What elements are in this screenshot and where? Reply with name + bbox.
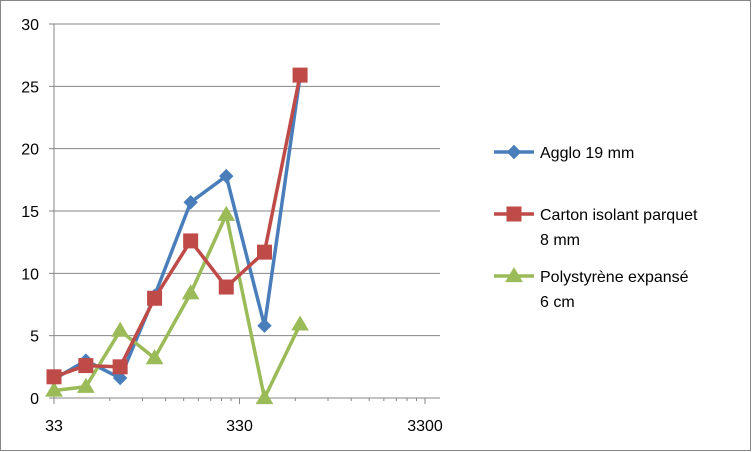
- legend-entry-3: Polystyrène expansé 6 cm: [494, 267, 689, 311]
- data-point-marker: [181, 284, 200, 300]
- y-tick-label: 5: [30, 329, 39, 346]
- data-point-marker: [183, 195, 198, 210]
- y-tick-label: 20: [21, 142, 39, 159]
- legend-entry-1: Agglo 19 mm: [494, 144, 634, 162]
- data-point-marker: [255, 389, 274, 405]
- y-tick-label: 25: [21, 79, 39, 96]
- series-group: [45, 67, 309, 405]
- x-tick-label: 330: [226, 418, 253, 435]
- data-point-marker: [112, 359, 128, 375]
- data-point-marker: [218, 279, 234, 295]
- legend-label: 6 cm: [540, 294, 575, 311]
- data-point-marker: [76, 377, 95, 393]
- legend-label: 8 mm: [540, 232, 580, 249]
- data-point-marker: [78, 358, 94, 374]
- data-point-marker: [183, 233, 199, 249]
- legend-label: Agglo 19 mm: [540, 145, 634, 162]
- data-point-marker: [291, 315, 309, 331]
- data-point-marker: [256, 244, 272, 260]
- series-3: [45, 205, 309, 405]
- tick-labels: 0 5 10 15 20 25 30 33 330 3300: [21, 17, 443, 435]
- series-2: [46, 67, 308, 385]
- y-tick-label: 30: [21, 17, 39, 34]
- data-point-marker: [145, 349, 164, 365]
- series-line: [53, 76, 302, 381]
- data-point-marker: [112, 370, 128, 386]
- y-tick-label: 0: [30, 391, 39, 408]
- legend-marker: [506, 206, 522, 222]
- x-tick-label: 3300: [407, 418, 443, 435]
- data-point-marker: [219, 168, 234, 184]
- data-point-marker: [292, 67, 308, 83]
- data-point-marker: [217, 205, 236, 221]
- data-point-marker: [111, 321, 130, 337]
- series-line: [53, 212, 302, 400]
- data-point-marker: [257, 318, 272, 333]
- legend-marker: [505, 267, 523, 283]
- axes: [49, 23, 440, 404]
- data-point-marker: [45, 381, 63, 397]
- y-tick-label: 10: [21, 266, 39, 283]
- legend-label: Polystyrène expansé: [540, 269, 689, 286]
- legend-marker: [506, 144, 522, 160]
- legend: Agglo 19 mm Carton isolant parquet 8 mm Pol…: [494, 144, 698, 311]
- x-tick-label: 33: [45, 418, 63, 435]
- data-point-marker: [46, 369, 62, 385]
- legend-entry-2: Carton isolant parquet 8 mm: [494, 206, 698, 249]
- y-tick-label: 15: [21, 204, 39, 221]
- legend-label: Carton isolant parquet: [540, 207, 698, 224]
- data-point-marker: [147, 290, 163, 306]
- gridlines: [54, 23, 440, 337]
